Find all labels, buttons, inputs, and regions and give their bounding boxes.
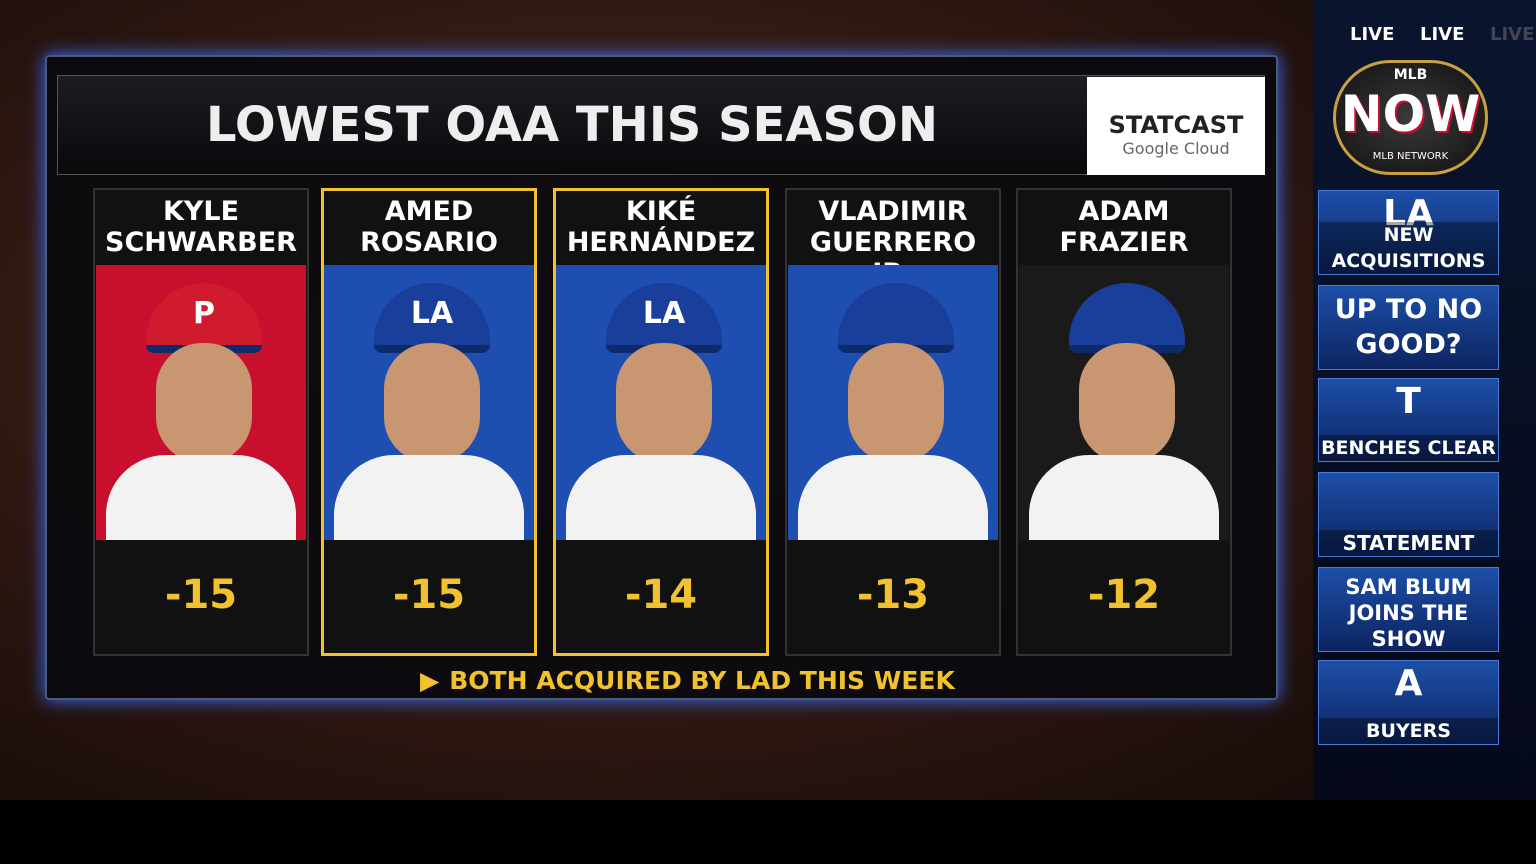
segment-label: BUYERS bbox=[1319, 718, 1498, 744]
live-label: LIVE bbox=[1420, 24, 1465, 45]
title: LOWEST OAA THIS SEASON bbox=[205, 97, 939, 153]
title-box bbox=[57, 75, 1265, 175]
bottom-bar bbox=[0, 800, 1536, 864]
face bbox=[1079, 343, 1175, 463]
logo-name: STATCAST bbox=[1108, 111, 1244, 139]
oaa-value: -13 bbox=[856, 572, 930, 618]
face bbox=[384, 343, 480, 463]
player-photo: LA bbox=[556, 265, 766, 540]
brand-logo: MLB NOW MLB NETWORK bbox=[1333, 60, 1488, 175]
player-photo: P bbox=[96, 265, 306, 540]
first-name: ADAM bbox=[1078, 196, 1170, 227]
live-label: LIVE bbox=[1350, 24, 1395, 45]
live-label: LIVE bbox=[1490, 24, 1535, 45]
oaa-value: -15 bbox=[392, 572, 466, 618]
first-name: AMED bbox=[384, 196, 474, 227]
player-photo bbox=[788, 265, 998, 540]
jersey bbox=[1029, 455, 1219, 540]
segment-item: STATEMENT bbox=[1318, 472, 1499, 557]
segment-item: LA NEW ACQUISITIONS bbox=[1318, 190, 1499, 275]
first-name: KIKÉ bbox=[625, 196, 697, 227]
player-photo: LA bbox=[324, 265, 534, 540]
brand-top: MLB bbox=[1393, 67, 1428, 83]
last-name: FRAZIER bbox=[1059, 227, 1189, 258]
segment-item: UP TO NO GOOD? bbox=[1318, 285, 1499, 370]
last-name: SCHWARBER bbox=[105, 227, 297, 258]
oaa-value: -14 bbox=[624, 572, 698, 618]
jersey bbox=[106, 455, 296, 540]
player-photo bbox=[1019, 265, 1229, 540]
logo-sponsor: Google Cloud bbox=[1122, 139, 1230, 158]
segment-label: NEW ACQUISITIONS bbox=[1319, 222, 1498, 274]
jersey bbox=[566, 455, 756, 540]
oaa-value: -15 bbox=[164, 572, 238, 618]
statcast-logo: STATCAST Google Cloud bbox=[1087, 77, 1265, 175]
arrow: ▶ bbox=[420, 666, 440, 695]
last-name: ROSARIO bbox=[360, 227, 498, 258]
segment-item: T BENCHES CLEAR bbox=[1318, 378, 1499, 462]
first-name: KYLE bbox=[162, 196, 240, 227]
jersey bbox=[334, 455, 524, 540]
oaa-value: -12 bbox=[1087, 572, 1161, 618]
segment-item: SAM BLUM JOINS THE SHOW bbox=[1318, 567, 1499, 652]
note-text: BOTH ACQUIRED BY LAD THIS WEEK bbox=[449, 666, 955, 695]
segment-label: BENCHES CLEAR bbox=[1319, 435, 1498, 461]
brand-bottom: MLB NETWORK bbox=[1372, 151, 1449, 162]
segment-label: STATEMENT bbox=[1319, 530, 1498, 556]
jersey bbox=[798, 455, 988, 540]
segment-logo: LA bbox=[1383, 193, 1434, 234]
face bbox=[848, 343, 944, 463]
segment-label: UP TO NO GOOD? bbox=[1334, 294, 1483, 360]
segment-label: SAM BLUM JOINS THE SHOW bbox=[1345, 575, 1472, 651]
segment-item: A BUYERS bbox=[1318, 660, 1499, 745]
segment-logo: A bbox=[1394, 663, 1423, 704]
face bbox=[616, 343, 712, 463]
segment-logo: T bbox=[1396, 381, 1421, 422]
last-name: HERNÁNDEZ bbox=[566, 227, 756, 258]
note: ▶ BOTH ACQUIRED BY LAD THIS WEEK bbox=[420, 666, 955, 695]
face bbox=[156, 343, 252, 463]
brand-main: NOW bbox=[1340, 85, 1481, 143]
first-name: VLADIMIR bbox=[818, 196, 968, 227]
